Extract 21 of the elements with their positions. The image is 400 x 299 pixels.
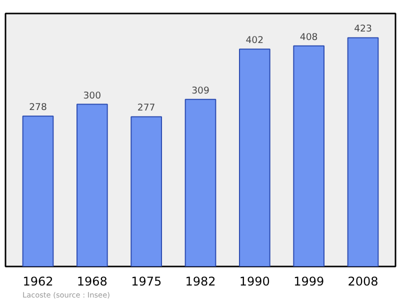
data-label: 402: [246, 35, 264, 46]
bar: [347, 37, 379, 266]
bar: [184, 98, 216, 266]
bar: [76, 104, 108, 266]
x-tick-label: 1999: [294, 274, 324, 288]
x-tick-label: 1975: [131, 274, 162, 288]
x-tick-label: 2008: [348, 274, 378, 288]
x-tick-label: 1990: [239, 274, 270, 288]
data-label: 423: [354, 24, 372, 35]
x-tick-label: 1968: [76, 274, 108, 288]
data-label: 300: [83, 90, 102, 102]
x-tick-label: 1962: [22, 274, 54, 288]
data-label: 277: [137, 102, 156, 114]
bar: [239, 48, 270, 266]
bar: [130, 116, 162, 266]
data-label: 408: [300, 32, 318, 43]
bar: [22, 116, 54, 266]
data-label: 278: [29, 102, 47, 114]
x-tick-label: 1982: [185, 274, 216, 288]
data-label: 309: [192, 85, 210, 96]
bar: [293, 45, 324, 266]
